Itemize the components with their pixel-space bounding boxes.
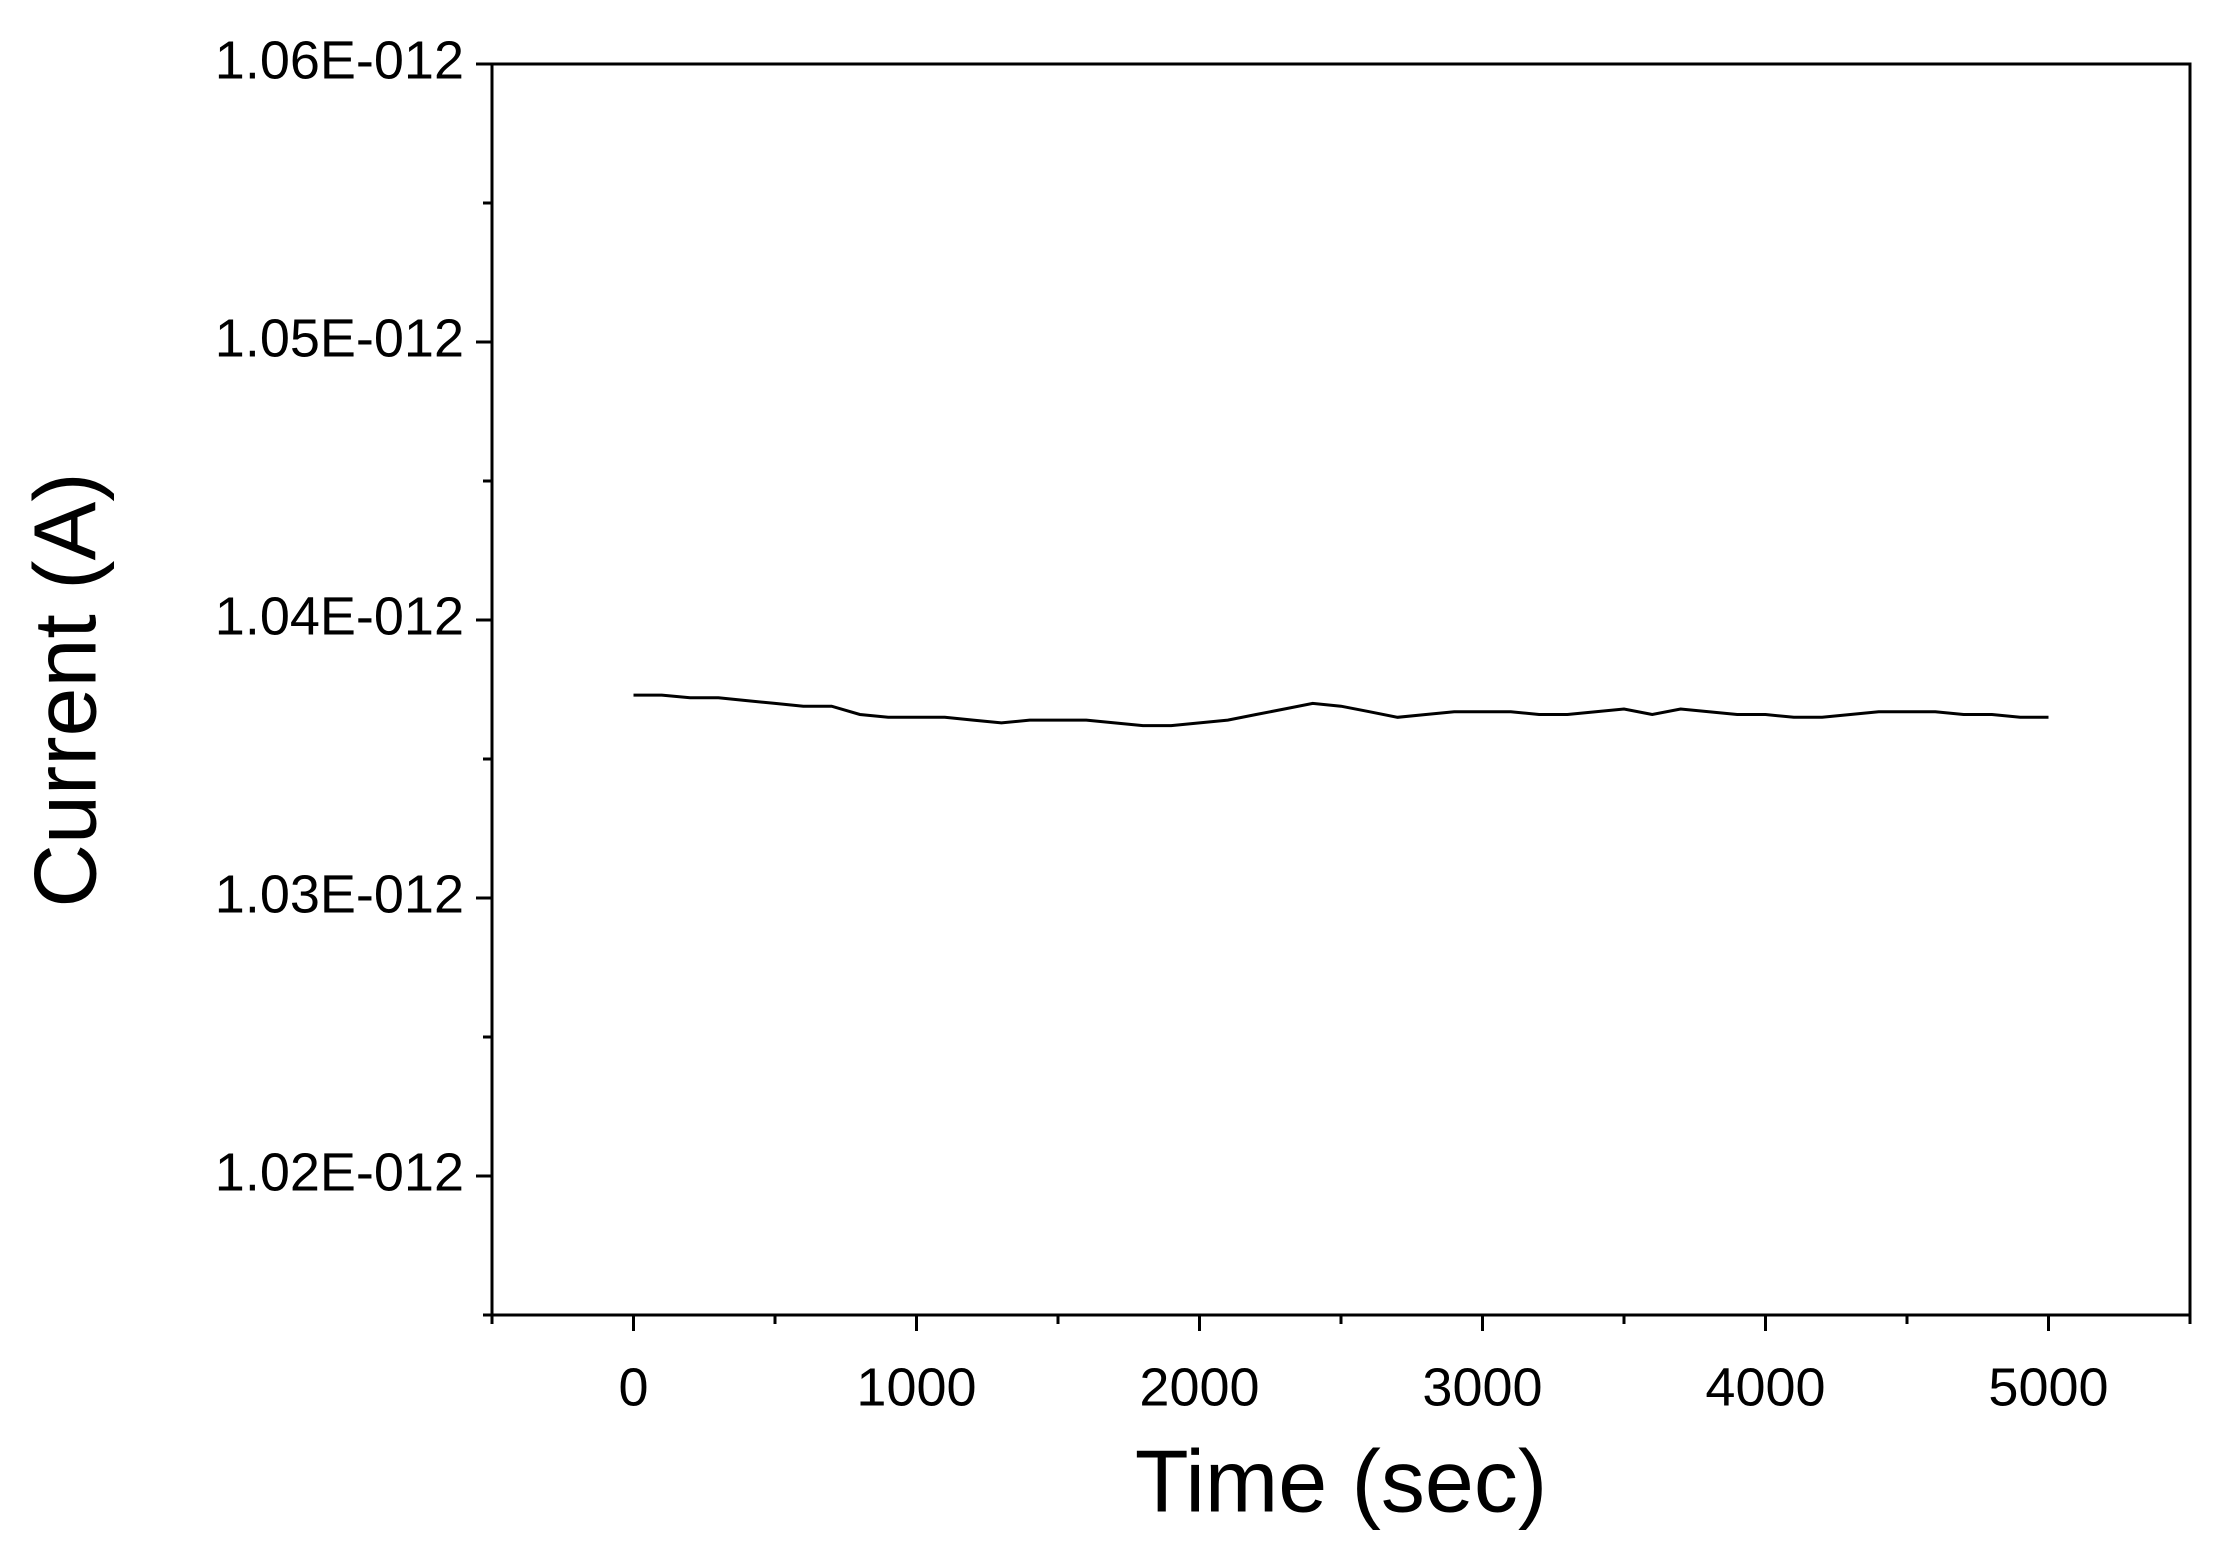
x-tick-label: 5000 xyxy=(1988,1357,2108,1417)
x-tick-label: 4000 xyxy=(1705,1357,1825,1417)
x-tick-label: 3000 xyxy=(1422,1357,1542,1417)
y-tick-label: 1.05E-012 xyxy=(215,308,464,368)
y-tick-label: 1.03E-012 xyxy=(215,864,464,924)
x-tick-label: 1000 xyxy=(856,1357,976,1417)
y-tick-label: 1.06E-012 xyxy=(215,30,464,90)
x-tick-label: 0 xyxy=(618,1357,648,1417)
y-axis-label: Current (A) xyxy=(15,472,114,907)
y-tick-label: 1.04E-012 xyxy=(215,586,464,646)
x-axis-label: Time (sec) xyxy=(1135,1431,1547,1530)
plot-frame xyxy=(490,62,2192,1317)
data-line xyxy=(633,693,2049,728)
x-tick-label: 2000 xyxy=(1139,1357,1259,1417)
y-tick-label: 1.02E-012 xyxy=(215,1142,464,1202)
